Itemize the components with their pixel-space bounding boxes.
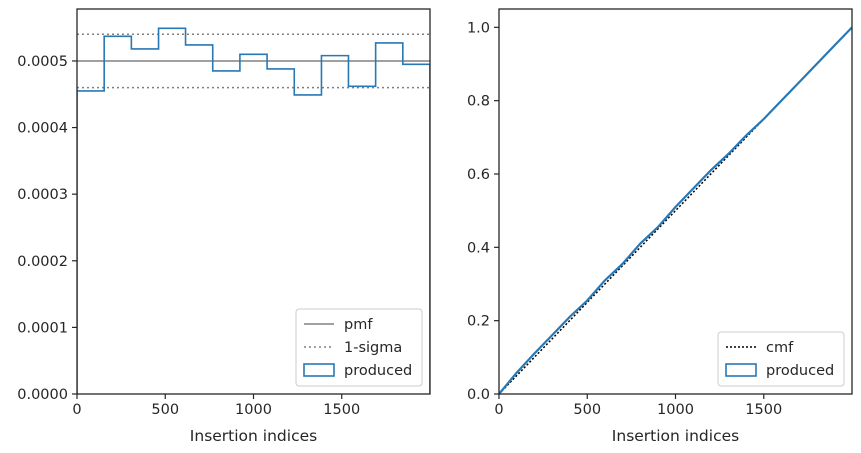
y-tick-label: 1.0 [467,20,490,36]
x-tick-label: 500 [151,402,179,418]
y-tick-label: 0.0004 [17,121,68,137]
axes-frame [498,8,853,395]
y-tick-label: 0.0 [467,387,490,403]
legend-label: cmf [766,340,794,356]
y-tick-label: 0.8 [467,94,490,110]
x-tick-label: 1000 [235,402,272,418]
y-tick-label: 0.6 [467,167,490,183]
chart-panel-2: 0 500 1000 1500 0.0 0.2 0.4 0.6 0.8 1.0 Insertion … [467,8,853,445]
legend-swatch [725,363,757,377]
plot-area [77,27,430,394]
legend-label: 1-sigma [344,340,402,356]
legend-box [717,331,845,387]
legend-box [295,308,423,387]
x-axis-label: Insertion indices [190,427,317,445]
y-tick-label: 0.4 [467,240,490,256]
legend-label: pmf [344,317,373,333]
y-tick-label: 0.0000 [17,387,68,403]
y-tick-label: 0.0001 [17,320,68,336]
x-tick-label: 1000 [657,402,694,418]
legend-swatch [303,363,335,377]
chart-panel-1: 0 500 1000 1500 0.0000 0.0001 0.0002 0.0003 0.00… [17,8,431,445]
plot-area [499,26,852,394]
x-tick-label: 0 [494,402,503,418]
x-tick-label: 500 [573,402,601,418]
x-tick-label: 1500 [323,402,360,418]
x-tick-label: 1500 [745,402,782,418]
legend-label: produced [344,363,412,379]
y-tick-label: 0.0002 [17,254,68,270]
produced-step-line [77,27,430,394]
y-tick-label: 0.0003 [17,187,68,203]
produced-cumulative-line [499,26,852,394]
axes-frame [76,8,431,395]
y-tick-label: 0.2 [467,314,490,330]
legend: pmf 1-sigma produced [295,308,423,387]
legend-label: produced [766,363,834,379]
legend: cmf produced [717,331,845,387]
x-tick-label: 0 [72,402,81,418]
y-tick-label: 0.0005 [17,54,68,70]
x-axis-label: Insertion indices [612,427,739,445]
